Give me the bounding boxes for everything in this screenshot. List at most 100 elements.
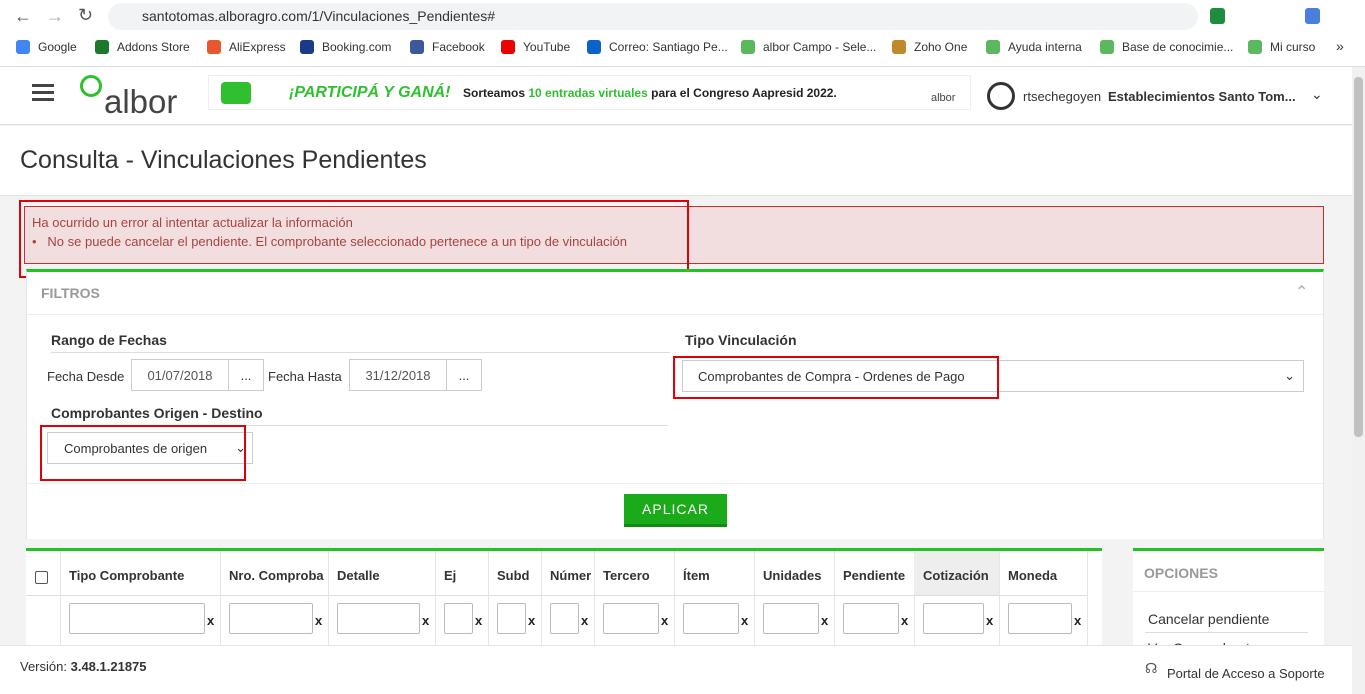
company-dropdown[interactable]: ⌄ [1311, 86, 1323, 102]
bookmark[interactable]: Base de conocimie... [1122, 40, 1234, 54]
column-header[interactable]: Tipo Comprobante [69, 568, 185, 583]
to-input[interactable]: 31/12/2018 [349, 359, 447, 391]
version-label: Versión: [20, 659, 67, 674]
clear-filter[interactable]: x [1074, 613, 1082, 628]
column-filter-input[interactable] [69, 603, 205, 634]
user-avatar [987, 82, 1015, 110]
annotation-box [19, 200, 689, 278]
from-picker[interactable]: ... [228, 359, 264, 391]
logo-text: albor [104, 83, 178, 120]
bookmark-icon [95, 40, 109, 54]
column-header[interactable]: Ej [444, 568, 457, 583]
clear-filter[interactable]: x [901, 613, 909, 628]
bookmark[interactable]: Ayuda interna [1008, 40, 1082, 54]
clear-filter[interactable]: x [207, 613, 215, 628]
apply-button[interactable]: APLICAR [624, 494, 727, 527]
clear-filter[interactable]: x [528, 613, 536, 628]
clear-filter[interactable]: x [315, 613, 323, 628]
column-header[interactable]: Nro. Comproba [229, 568, 324, 583]
select-all-checkbox[interactable] [35, 571, 48, 584]
bookmark[interactable]: Mi curso [1270, 40, 1316, 54]
bookmark-icon [207, 40, 221, 54]
logo-icon [80, 75, 102, 97]
col-divider [60, 551, 61, 651]
link-type-select[interactable]: Comprobantes de Compra - Ordenes de Pago… [682, 360, 1304, 392]
clear-filter[interactable]: x [821, 613, 829, 628]
user-name: rtsechegoyen [1023, 89, 1102, 104]
scrollbar-thumb[interactable] [1354, 77, 1363, 437]
col-divider [999, 551, 1000, 651]
column-header[interactable]: Cotización [923, 568, 989, 583]
scrollbar[interactable] [1352, 67, 1365, 694]
column-header[interactable]: Tercero [603, 568, 650, 583]
column-filter-input[interactable] [1008, 603, 1072, 634]
bookmark[interactable]: Facebook [432, 40, 485, 54]
to-label: Fecha Hasta [268, 369, 342, 384]
link-type-value: Comprobantes de Compra - Ordenes de Pago [698, 368, 965, 384]
extension-icon[interactable] [1210, 8, 1225, 24]
column-header[interactable]: Pendiente [843, 568, 906, 583]
column-filter-input[interactable] [603, 603, 659, 634]
bookmarks-bar: Google Addons Store AliExpress Booking.com F… [0, 36, 1365, 60]
reload-button[interactable]: ↻ [78, 5, 94, 25]
bookmark[interactable]: albor Campo - Sele... [763, 40, 877, 54]
annotation-box [673, 356, 999, 399]
title-bar: Consulta - Vinculaciones Pendientes [0, 126, 1352, 196]
footer: Versión: 3.48.1.21875 ☊ Portal de Acceso… [0, 645, 1352, 694]
clear-filter[interactable]: x [581, 613, 589, 628]
banner-text: Sorteamos 10 entradas virtuales para el … [463, 86, 837, 100]
bookmark[interactable]: Google [38, 40, 77, 54]
link-type-title: Tipo Vinculación [685, 332, 797, 348]
column-filter-input[interactable] [229, 603, 313, 634]
column-filter-input[interactable] [923, 603, 984, 634]
option-link[interactable]: Cancelar pendiente [1148, 611, 1270, 627]
bookmark-icon [300, 40, 314, 54]
menu-button[interactable] [32, 84, 54, 87]
bookmarks-more[interactable]: » [1336, 38, 1344, 54]
clear-filter[interactable]: x [986, 613, 994, 628]
column-header[interactable]: Detalle [337, 568, 380, 583]
column-header[interactable]: Subd [497, 568, 530, 583]
bookmark[interactable]: Addons Store [117, 40, 190, 54]
divider [1133, 591, 1324, 592]
column-filter-input[interactable] [843, 603, 899, 634]
back-button[interactable]: ← [14, 6, 32, 26]
collapse-button[interactable]: ⌃ [1295, 284, 1309, 301]
banner[interactable]: ¡PARTICIPÁ Y GANÁ! Sorteamos 10 entradas… [208, 75, 971, 110]
banner-partner: albor [931, 92, 956, 104]
origin-select[interactable]: Comprobantes de origen ⌄ [47, 432, 253, 464]
support-link[interactable]: Portal de Acceso a Soporte [1167, 666, 1325, 681]
company-name[interactable]: Establecimientos Santo Tom... [1108, 89, 1296, 104]
column-header[interactable]: Moneda [1008, 568, 1058, 583]
col-divider [220, 551, 221, 651]
column-filter-input[interactable] [337, 603, 420, 634]
support-icon: ☊ [1145, 660, 1158, 676]
bookmark[interactable]: AliExpress [229, 40, 286, 54]
to-picker[interactable]: ... [446, 359, 482, 391]
column-filter-input[interactable] [683, 603, 739, 634]
column-filter-input[interactable] [444, 603, 473, 634]
column-header[interactable]: Unidades [763, 568, 822, 583]
clear-filter[interactable]: x [475, 613, 483, 628]
bookmark[interactable]: YouTube [523, 40, 571, 54]
column-filter-input[interactable] [497, 603, 526, 634]
divider [27, 483, 1323, 484]
from-input[interactable]: 01/07/2018 [131, 359, 229, 391]
bookmark[interactable]: Correo: Santiago Pe... [609, 40, 728, 54]
forward-button[interactable]: → [46, 6, 64, 26]
clear-filter[interactable]: x [422, 613, 430, 628]
clear-filter[interactable]: x [741, 613, 749, 628]
bookmark-icon [986, 40, 1000, 54]
origin-title: Comprobantes Origen - Destino [51, 405, 263, 421]
column-filter-input[interactable] [550, 603, 579, 634]
column-filter-input[interactable] [763, 603, 819, 634]
sorted-column-bg [914, 551, 999, 595]
address-bar[interactable]: santotomas.alboragro.com/1/Vinculaciones… [108, 3, 1198, 30]
column-header[interactable]: Númer [550, 568, 592, 583]
column-header[interactable]: Ítem [683, 568, 710, 583]
extension-icon[interactable] [1305, 8, 1320, 24]
bookmark[interactable]: Booking.com [322, 40, 392, 54]
clear-filter[interactable]: x [661, 613, 669, 628]
col-divider [1087, 551, 1088, 651]
bookmark[interactable]: Zoho One [914, 40, 968, 54]
